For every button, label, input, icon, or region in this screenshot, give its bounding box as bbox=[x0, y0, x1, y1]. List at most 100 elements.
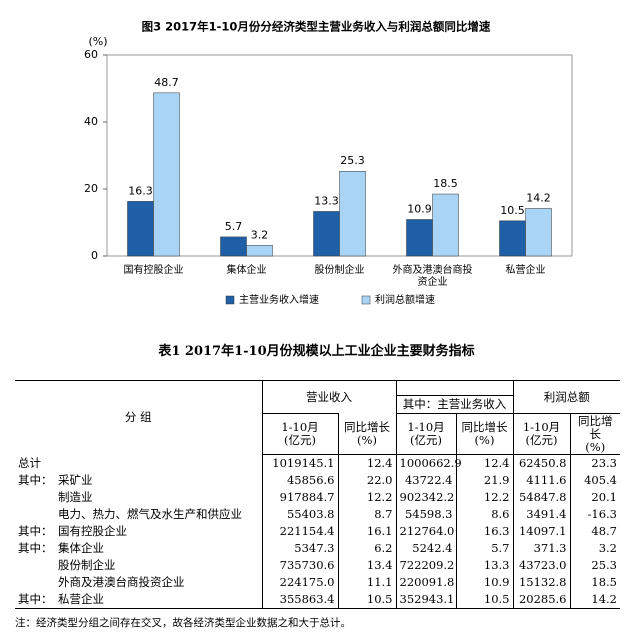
table-cell: 43722.4 bbox=[395, 472, 456, 489]
table-cell: 14097.1 bbox=[512, 523, 570, 540]
header-cell: 1-10月 (亿元) bbox=[261, 413, 338, 455]
table-cell: 43723.0 bbox=[512, 557, 570, 574]
value-label: 13.3 bbox=[314, 194, 339, 207]
table-row: 总计 1019145.1 12.4 1000662.9 12.4 62450.8 23.3 bbox=[15, 454, 620, 473]
table-row: 外商及港澳台商投资企业 224175.0 11.1 220091.8 10.9 15132… bbox=[15, 574, 620, 591]
table-cell: 16.1 bbox=[337, 523, 396, 540]
table-cell: 54598.3 bbox=[395, 506, 456, 523]
table-row: 其中：主营业务收入 bbox=[15, 395, 620, 414]
header-cell: 分 组 bbox=[15, 380, 262, 455]
table-cell: -16.3 bbox=[569, 506, 620, 523]
table-cell: 14.2 bbox=[569, 591, 620, 609]
table-cell: 20285.6 bbox=[512, 591, 570, 609]
row-prefix: 其中： bbox=[18, 473, 53, 487]
header-cell: 1-10月 (亿元) bbox=[395, 413, 456, 455]
legend-label: 主营业务收入增速 bbox=[239, 293, 319, 306]
row-label: 外商及港澳台商投资企业 bbox=[15, 574, 262, 591]
table-cell: 18.5 bbox=[569, 574, 620, 591]
value-label: 10.5 bbox=[500, 204, 525, 217]
table-cell: 735730.6 bbox=[261, 557, 338, 574]
table-cell: 221154.4 bbox=[261, 523, 338, 540]
legend-swatch bbox=[225, 295, 235, 305]
header-text: (亿元) bbox=[410, 433, 442, 447]
value-label: 5.7 bbox=[225, 220, 243, 233]
bar bbox=[220, 236, 247, 257]
header-text: (%) bbox=[585, 439, 606, 454]
table: 分 组营业收入 利润总额 其中：主营业务收入 1-10月 (亿元) 同比增长 (%) 1-10… bbox=[15, 380, 620, 609]
table-cell: 23.3 bbox=[569, 454, 620, 472]
table-cell: 15132.8 bbox=[512, 574, 570, 591]
row-name: 股份制企业 bbox=[58, 558, 116, 572]
table-cell: 16.3 bbox=[455, 523, 513, 540]
table-cell: 3491.4 bbox=[512, 506, 570, 523]
row-label: 电力、热力、燃气及水生产和供应业 bbox=[15, 506, 262, 523]
table-cell: 4111.6 bbox=[512, 472, 570, 489]
chart-title: 图3 2017年1-10月份分经济类型主营业务收入与利润总额同比增速 bbox=[142, 20, 491, 34]
table-cell: 48.7 bbox=[569, 523, 620, 540]
table-cell: 10.5 bbox=[337, 591, 396, 609]
row-name: 电力、热力、燃气及水生产和供应业 bbox=[58, 507, 242, 521]
table-cell: 21.9 bbox=[455, 472, 513, 489]
y-axis-label: (%) bbox=[88, 35, 107, 48]
table-cell: 22.0 bbox=[337, 472, 396, 489]
table-title: 表1 2017年1-10月份规模以上工业企业主要财务指标 bbox=[158, 344, 475, 359]
row-name: 集体企业 bbox=[58, 541, 104, 555]
row-label: 股份制企业 bbox=[15, 557, 262, 574]
table-cell: 10.9 bbox=[455, 574, 513, 591]
y-tick-label: 0 bbox=[91, 249, 98, 262]
table-cell: 5347.3 bbox=[261, 540, 338, 557]
value-label: 48.7 bbox=[154, 76, 179, 89]
header-text: (亿元) bbox=[284, 433, 316, 447]
bar bbox=[432, 193, 459, 257]
table-cell: 405.4 bbox=[569, 472, 620, 489]
row-name: 采矿业 bbox=[58, 473, 93, 487]
header-text: (%) bbox=[357, 432, 377, 447]
row-label: 制造业 bbox=[15, 489, 262, 506]
table-cell: 45856.6 bbox=[261, 472, 338, 489]
bar bbox=[499, 220, 526, 257]
row-prefix: 其中： bbox=[18, 592, 53, 606]
table-cell: 6.2 bbox=[337, 540, 396, 557]
header-cell bbox=[395, 380, 513, 396]
row-label: 总计 bbox=[15, 455, 262, 473]
bar bbox=[127, 201, 154, 257]
table-row: 其中： 国有控股企业 221154.4 16.1 212764.0 16.3 14097.1… bbox=[15, 523, 620, 540]
table-cell: 55403.8 bbox=[261, 506, 338, 523]
table-row: 分 组营业收入 利润总额 bbox=[15, 380, 620, 455]
table-cell: 371.3 bbox=[512, 540, 570, 557]
header-cell: 利润总额 bbox=[512, 380, 620, 414]
bar bbox=[525, 208, 552, 257]
table-cell: 11.1 bbox=[337, 574, 396, 591]
table-cell: 917884.7 bbox=[261, 489, 338, 506]
bar bbox=[246, 245, 273, 257]
table-row: 其中： 采矿业 45856.6 22.0 43722.4 21.9 4111.6 405.4 bbox=[15, 472, 620, 489]
table-cell: 54847.8 bbox=[512, 489, 570, 506]
header-text: 1-10月 bbox=[281, 420, 319, 434]
table-cell: 12.2 bbox=[337, 489, 396, 506]
bar bbox=[313, 211, 340, 257]
x-tick-label: 集体企业 bbox=[226, 265, 267, 276]
x-tick-label: 国有控股企业 bbox=[123, 265, 184, 276]
row-label: 其中： 采矿业 bbox=[15, 472, 262, 489]
table-cell: 1019145.1 bbox=[261, 454, 338, 472]
value-label: 3.2 bbox=[251, 228, 269, 241]
value-label: 14.2 bbox=[526, 191, 551, 204]
table-cell: 13.4 bbox=[337, 557, 396, 574]
header-cell: 营业收入 bbox=[261, 380, 396, 414]
header-cell: 1-10月 (亿元) bbox=[512, 413, 570, 455]
table-cell: 352943.1 bbox=[395, 591, 456, 609]
header-text: 1-10月 bbox=[407, 420, 445, 434]
row-label: 其中： 国有控股企业 bbox=[15, 523, 262, 540]
table-row: 股份制企业 735730.6 13.4 722209.2 13.3 43723.0 25.3 bbox=[15, 557, 620, 574]
value-label: 16.3 bbox=[128, 184, 153, 197]
chart: 图3 2017年1-10月份分经济类型主营业务收入与利润总额同比增速 (%) 0… bbox=[84, 20, 573, 306]
row-label: 其中： 集体企业 bbox=[15, 540, 262, 557]
bar bbox=[153, 92, 180, 257]
table-row: 其中： 集体企业 5347.3 6.2 5242.4 5.7 371.3 3.2 bbox=[15, 540, 620, 557]
header-cell: 同比增长 (%) bbox=[455, 413, 513, 455]
table-row: 其中： 私营企业 355863.4 10.5 352943.1 10.5 20285.6 14… bbox=[15, 591, 620, 609]
table-cell: 212764.0 bbox=[395, 523, 456, 540]
table-cell: 12.4 bbox=[337, 454, 396, 472]
header-cell: 同比增长 (%) bbox=[569, 413, 620, 455]
x-tick-label: 股份制企业 bbox=[314, 265, 365, 276]
